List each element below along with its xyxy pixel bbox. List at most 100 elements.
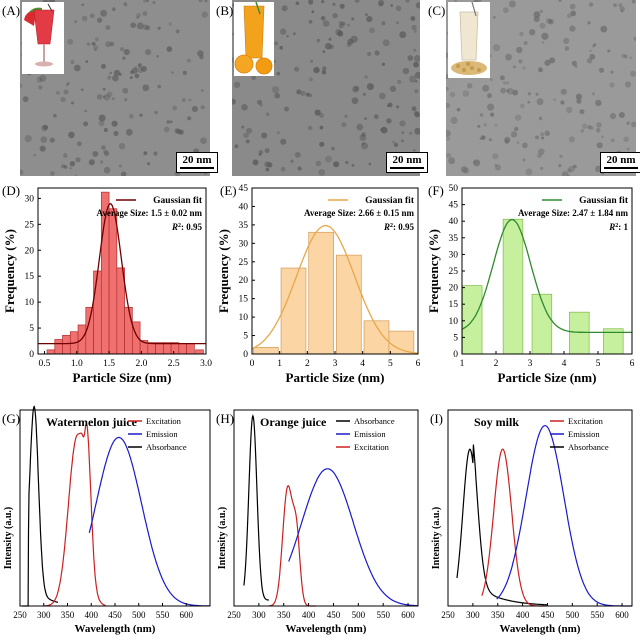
tem-particle (527, 92, 531, 96)
tem-particle (187, 116, 192, 121)
tem-particle (483, 123, 487, 127)
tem-particle (514, 114, 522, 121)
legend-label: Gaussian fit (579, 196, 629, 206)
tem-particle (560, 88, 567, 95)
panel-label-h: (H) (216, 411, 234, 426)
tem-particle (321, 0, 325, 4)
tem-particle (527, 100, 531, 104)
tem-particle (413, 149, 416, 152)
tem-particle (125, 128, 133, 136)
x-tick-label: 500 (132, 610, 146, 620)
tem-particle (83, 121, 89, 127)
tem-particle (472, 160, 476, 164)
r-squared-symbol: R (383, 222, 390, 232)
y-tick-label: 10 (449, 317, 459, 327)
tem-particle (482, 84, 490, 92)
tem-particle (389, 85, 397, 92)
tem-particle (20, 83, 23, 88)
x-tick-label: 3 (333, 359, 338, 369)
y-tick-label: 5 (453, 333, 458, 343)
tem-particle (140, 65, 147, 72)
x-tick-label: 2 (305, 359, 310, 369)
tem-particle (352, 86, 359, 93)
tem-particle (241, 125, 245, 129)
tem-particle (101, 63, 106, 69)
tem-particle (538, 116, 543, 121)
tem-particle (61, 164, 66, 169)
tem-particle (103, 149, 108, 155)
tem-particle (74, 20, 78, 24)
tem-particle (113, 69, 120, 76)
tem-particle (379, 92, 386, 100)
x-axis-label: Wavelength (nm) (75, 623, 156, 635)
tem-particle (568, 136, 575, 143)
tem-particle (410, 16, 416, 21)
tem-particle (351, 163, 355, 167)
tem-particle (493, 16, 496, 19)
x-tick-label: 450 (327, 610, 341, 620)
tem-particle (467, 83, 473, 89)
tem-particle (22, 96, 29, 103)
tem-particle (92, 151, 99, 157)
x-tick-label: 3 (528, 359, 533, 369)
tem-particle (518, 59, 523, 64)
y-axis-label: Intensity (a.u.) (431, 507, 442, 570)
tem-particle (580, 128, 585, 133)
tem-particle (623, 136, 629, 142)
tem-particle (313, 66, 320, 74)
tem-particle (566, 106, 573, 114)
emission-curve (496, 425, 632, 607)
y-tick-label: 40 (449, 217, 459, 227)
tem-particle (564, 46, 570, 51)
tem-particle (315, 160, 322, 167)
tem-particle (520, 103, 525, 109)
panel-label-d: (D) (2, 183, 21, 198)
tem-particle (191, 105, 198, 113)
tem-particle (337, 30, 344, 37)
tem-particle (123, 2, 128, 7)
tem-particle (538, 67, 543, 73)
tem-particle (163, 126, 170, 133)
tem-particle (514, 126, 519, 132)
tem-particle (274, 92, 280, 99)
tem-particle (314, 109, 321, 116)
tem-particle (535, 92, 539, 96)
tem-particle (596, 142, 603, 149)
tem-particle (320, 15, 326, 21)
tem-particle (506, 81, 510, 85)
tem-particle (69, 161, 76, 167)
x-tick-label: 450 (108, 610, 122, 620)
y-tick-label: 30 (239, 239, 249, 249)
legend-label: Excitation (354, 442, 390, 452)
tem-particle (103, 128, 108, 132)
tem-particle (494, 163, 498, 167)
tem-particle (98, 120, 105, 127)
tem-particle (574, 64, 578, 68)
tem-particle (325, 155, 332, 163)
tem-particle (567, 13, 572, 19)
panel-label-e: (E) (220, 183, 237, 198)
tem-particle (280, 166, 286, 172)
absorbance-curve (22, 405, 59, 607)
y-tick-label: 15 (449, 300, 459, 310)
tem-particle (91, 42, 96, 46)
y-tick-label: 20 (449, 284, 459, 294)
tem-particle (305, 92, 310, 97)
x-tick-label: 2.5 (168, 359, 180, 369)
tem-particle (157, 84, 161, 89)
emission-curve (288, 468, 418, 607)
tem-particle (539, 9, 543, 13)
tem-particle (382, 39, 390, 47)
tem-particle (513, 65, 516, 69)
histogram-bar (280, 267, 307, 355)
tem-particle (364, 75, 368, 79)
tem-particle (139, 113, 143, 118)
scale-bar-text: 20 nm (392, 154, 422, 166)
tem-particle (103, 166, 111, 174)
tem-particle (84, 109, 87, 113)
tem-particle (369, 27, 375, 34)
tem-particle (81, 15, 88, 22)
y-tick-label: 20 (239, 276, 249, 286)
tem-particle (446, 137, 450, 141)
r-squared-exponent: 2 (615, 223, 618, 229)
